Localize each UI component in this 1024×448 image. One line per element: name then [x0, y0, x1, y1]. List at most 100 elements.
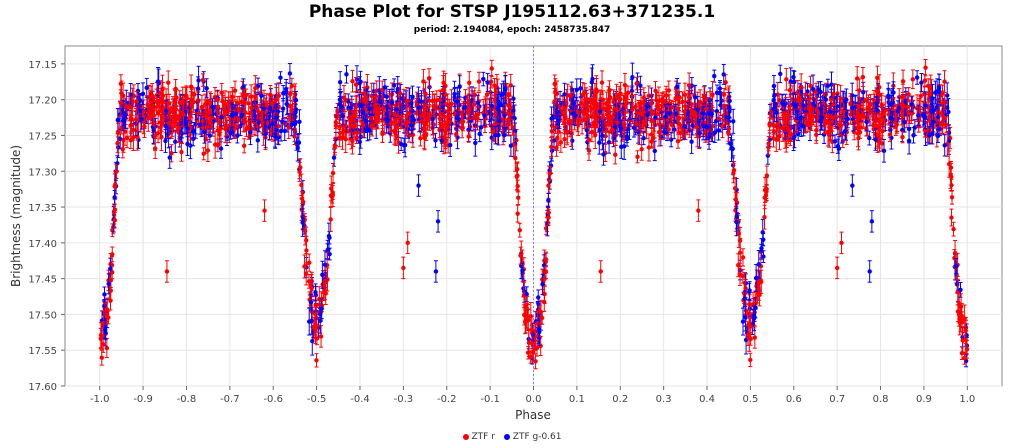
data-point [923, 65, 928, 70]
data-point [484, 92, 490, 97]
data-point [763, 193, 769, 198]
data-point [599, 80, 605, 85]
data-point [558, 140, 564, 145]
data-point [551, 138, 557, 143]
data-point [299, 182, 304, 188]
data-point [564, 100, 569, 106]
data-point [778, 71, 783, 77]
data-point [350, 79, 355, 84]
data-point [751, 302, 756, 307]
data-point [652, 148, 657, 154]
data-point [331, 155, 337, 160]
data-point [246, 101, 251, 106]
data-point [668, 137, 674, 142]
data-point [306, 279, 312, 284]
data-point [634, 81, 639, 86]
data-point [115, 141, 120, 146]
data-point [765, 153, 771, 158]
data-point [297, 119, 302, 124]
data-point [317, 302, 322, 307]
data-point [752, 335, 758, 340]
chart-title: Phase Plot for STSP J195112.63+371235.1 [308, 2, 716, 22]
data-point [666, 88, 672, 93]
data-point [680, 99, 685, 105]
data-point [281, 91, 286, 96]
data-point [130, 99, 135, 105]
data-point [918, 93, 924, 99]
data-point [848, 101, 853, 106]
data-point [855, 76, 860, 81]
data-point [169, 151, 174, 156]
data-point [501, 132, 507, 138]
data-point [606, 140, 612, 145]
data-point [218, 146, 224, 151]
data-point [714, 90, 720, 95]
data-point [821, 132, 827, 137]
data-point [99, 355, 104, 360]
data-point [476, 79, 482, 84]
data-point [629, 101, 634, 106]
data-point [549, 144, 554, 150]
data-point [201, 151, 206, 156]
data-point [128, 138, 133, 143]
data-point [578, 86, 583, 91]
data-point [517, 228, 522, 233]
data-point [515, 211, 520, 216]
data-point [906, 126, 912, 132]
data-point [304, 248, 309, 253]
data-point [732, 186, 738, 191]
data-point [270, 101, 275, 107]
data-point [241, 85, 246, 90]
data-point [217, 131, 222, 137]
data-point [466, 134, 471, 139]
data-points [98, 58, 970, 370]
data-point [489, 66, 494, 71]
data-point [473, 140, 478, 146]
data-point [639, 147, 644, 152]
data-point [803, 92, 808, 98]
data-point [556, 129, 561, 134]
data-point [166, 80, 171, 85]
data-point [649, 139, 654, 144]
data-point [297, 169, 302, 175]
data-point [483, 108, 488, 113]
data-point [489, 135, 494, 140]
data-point [656, 130, 662, 135]
data-point [562, 136, 567, 142]
data-point [554, 145, 559, 150]
data-point [195, 86, 201, 91]
data-point [944, 105, 950, 110]
data-point [651, 136, 656, 141]
data-point [310, 338, 315, 344]
data-point [764, 173, 770, 178]
data-point [192, 92, 197, 97]
data-point [835, 91, 840, 96]
data-point [344, 72, 349, 77]
data-point [533, 359, 538, 364]
data-point [767, 137, 772, 142]
data-point [792, 134, 797, 139]
data-point [589, 130, 595, 135]
data-point [674, 84, 680, 90]
data-point [935, 133, 941, 139]
data-point [788, 79, 793, 84]
data-point [330, 170, 336, 176]
data-point [945, 93, 950, 98]
data-point [516, 195, 521, 200]
chart-subtitle: period: 2.194084, epoch: 2458735.847 [413, 25, 611, 35]
data-point [232, 88, 238, 93]
data-point [855, 131, 861, 136]
data-point [223, 126, 228, 132]
data-point [589, 114, 595, 119]
data-point [740, 255, 746, 260]
data-point [743, 315, 748, 320]
data-point [777, 97, 782, 103]
data-point [421, 79, 426, 84]
data-point [900, 134, 905, 140]
data-point [120, 146, 125, 152]
data-point [949, 195, 955, 200]
data-point [635, 154, 640, 159]
data-point [771, 129, 777, 135]
data-point [621, 106, 626, 112]
